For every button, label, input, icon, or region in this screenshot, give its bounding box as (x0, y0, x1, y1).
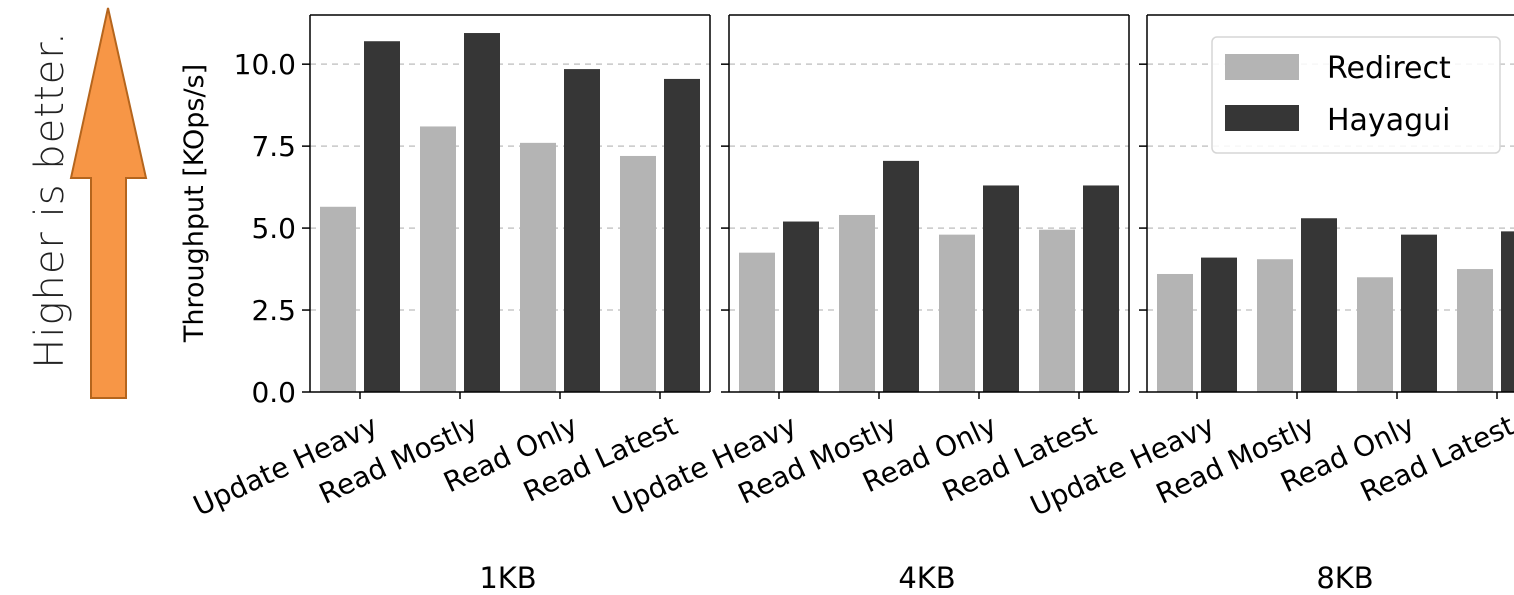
bar-hayagui-read-only (1401, 234, 1437, 392)
bar-hayagui-read-only (983, 185, 1019, 392)
up-arrow-icon (69, 7, 148, 399)
bar-hayagui-update-heavy (1201, 257, 1237, 392)
bar-hayagui-read-latest (1083, 185, 1119, 392)
bar-hayagui-read-mostly (464, 33, 500, 393)
legend-label-redirect: Redirect (1327, 51, 1451, 86)
bar-redirect-read-only (1357, 277, 1393, 392)
panel-title-4kb: 4KB (898, 561, 955, 595)
bar-hayagui-read-latest (664, 78, 700, 392)
bar-redirect-update-heavy (1157, 273, 1193, 392)
y-tick-label: 10.0 (234, 48, 296, 81)
bar-hayagui-read-mostly (883, 160, 919, 392)
legend-swatch-hayagui (1225, 105, 1299, 131)
chart-legend: Redirect Hayagui (1211, 36, 1501, 154)
bar-redirect-read-latest (1457, 269, 1493, 392)
bar-hayagui-read-mostly (1301, 218, 1337, 392)
bar-redirect-read-only (520, 142, 556, 392)
bar-redirect-read-latest (620, 155, 656, 392)
panel-title-8kb: 8KB (1316, 561, 1373, 595)
legend-swatch-redirect (1225, 54, 1299, 80)
bar-redirect-read-mostly (420, 126, 456, 392)
bar-hayagui-update-heavy (364, 41, 400, 393)
bar-redirect-update-heavy (739, 252, 775, 392)
y-axis-label: Throughput [KOps/s] (179, 64, 210, 343)
panel-title-1kb: 1KB (479, 561, 536, 595)
bar-hayagui-update-heavy (783, 221, 819, 392)
bar-redirect-read-only (939, 234, 975, 392)
side-annotation: Higher is better. (0, 0, 150, 595)
y-tick-label: 7.5 (251, 130, 296, 163)
bar-redirect-read-mostly (1257, 259, 1293, 392)
bar-redirect-update-heavy (320, 206, 356, 392)
y-tick-label: 0.0 (251, 376, 296, 409)
bar-redirect-read-mostly (839, 214, 875, 392)
bar-hayagui-read-latest (1501, 231, 1514, 392)
y-tick-label: 5.0 (251, 212, 296, 245)
legend-label-hayagui: Hayagui (1327, 103, 1450, 138)
bar-redirect-read-latest (1039, 229, 1075, 392)
y-tick-label: 2.5 (251, 294, 296, 327)
bar-hayagui-read-only (564, 69, 600, 392)
